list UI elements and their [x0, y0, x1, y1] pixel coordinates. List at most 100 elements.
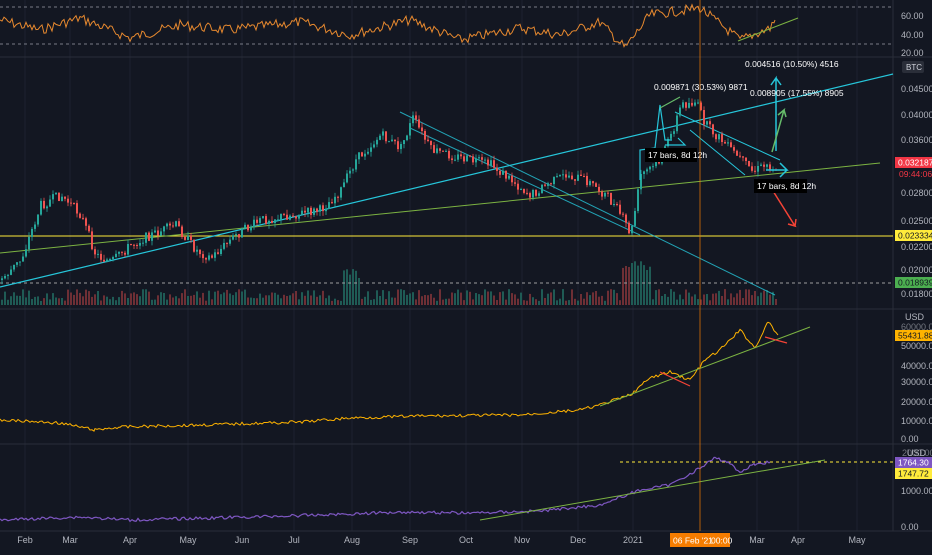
- volume-bar: [688, 292, 690, 305]
- candle-body: [580, 174, 582, 176]
- ethusd-line[interactable]: [0, 456, 771, 523]
- flag-trendline-top[interactable]: [674, 111, 781, 161]
- volume-bar: [700, 299, 702, 305]
- rsi-pane[interactable]: 60.00 40.00 20.00: [0, 3, 924, 58]
- volume-bar: [127, 298, 129, 305]
- candle-body: [52, 194, 54, 200]
- volume-bar: [463, 300, 465, 305]
- candle-body: [706, 121, 708, 125]
- descending-trendline-lower[interactable]: [409, 127, 641, 236]
- volume-bar: [460, 292, 462, 305]
- volume-bar: [391, 297, 393, 305]
- candle-body: [541, 184, 543, 194]
- volume-bar: [79, 292, 81, 305]
- ethusd-pane[interactable]: 2000.00 USD 1764.30 1747.72 1000.00 0.00: [0, 448, 932, 532]
- volume-bar: [247, 297, 249, 305]
- candle-body: [22, 256, 24, 262]
- volume-bar: [313, 290, 315, 305]
- last-price-tag-box: [895, 157, 932, 168]
- volume-bar: [16, 295, 18, 305]
- candle-body: [619, 204, 621, 214]
- candle-body: [598, 186, 600, 192]
- volume-bar: [637, 265, 639, 305]
- candle-body: [361, 152, 363, 157]
- time-axis[interactable]: Feb Mar Apr May Jun Jul Aug Sep Oct Nov Dec 2021 Mar…: [17, 535, 866, 545]
- low-tag: 0.018939: [898, 278, 932, 288]
- projection-arrows[interactable]: [639, 75, 797, 228]
- time-axis-label: Feb: [17, 535, 33, 545]
- volume-bar: [4, 291, 6, 305]
- ethusd-trendline[interactable]: [479, 459, 826, 521]
- volume-bar: [343, 270, 345, 305]
- volume-bar: [517, 298, 519, 305]
- candle-body: [484, 159, 486, 161]
- volume-bar: [583, 298, 585, 305]
- price-pane[interactable]: 0.009871 (30.53%) 9871 0.004516 (10.50%)…: [0, 59, 932, 306]
- btcusd-red-segment-2[interactable]: [764, 336, 788, 344]
- candle-body: [247, 224, 249, 231]
- candle-body: [544, 184, 546, 186]
- time-axis-label: May: [848, 535, 866, 545]
- volume-bar: [625, 266, 627, 305]
- candle-body: [691, 102, 693, 106]
- volume-bar: [280, 298, 282, 305]
- candle-body: [205, 258, 207, 260]
- volume-bar: [148, 291, 150, 305]
- bars-label-left-box: [645, 148, 697, 162]
- candle-body: [757, 166, 759, 172]
- candle-body: [694, 102, 696, 106]
- volume-bar: [670, 289, 672, 305]
- volume-bar: [742, 298, 744, 305]
- btcusd-line[interactable]: [0, 321, 779, 432]
- candle-body: [295, 216, 297, 219]
- volume-bar: [325, 298, 327, 305]
- volume-bar: [160, 292, 162, 305]
- volume-bar: [121, 290, 123, 305]
- rsi-line[interactable]: [0, 3, 776, 48]
- flag-trendline-bottom[interactable]: [689, 129, 746, 176]
- volume-bar: [289, 295, 291, 305]
- btcusd-tick-5: 10000.00: [901, 416, 932, 426]
- candle-body: [148, 232, 150, 241]
- candle-body: [388, 141, 390, 143]
- candle-body: [340, 187, 342, 198]
- candle-body: [253, 219, 255, 228]
- volume-bar: [619, 300, 621, 305]
- volume-bar: [493, 295, 495, 305]
- candle-body: [256, 219, 258, 223]
- volume-bar: [109, 299, 111, 305]
- descending-trendline-upper[interactable]: [399, 111, 776, 296]
- candle-body: [508, 175, 510, 179]
- volume-bar: [82, 296, 84, 305]
- candle-body: [553, 176, 555, 185]
- time-axis-label: Oct: [459, 535, 474, 545]
- candle-body: [652, 166, 654, 168]
- btcusd-red-segment-1[interactable]: [659, 371, 691, 387]
- candle-body: [445, 150, 447, 152]
- candle-body: [178, 221, 180, 227]
- volume-bar: [283, 294, 285, 305]
- candle-body: [673, 131, 675, 134]
- symbol-badge[interactable]: BTC: [906, 63, 922, 72]
- volume-bar: [661, 296, 663, 305]
- rsi-trend-line[interactable]: [737, 17, 799, 42]
- volume-bar: [115, 300, 117, 305]
- volume-bar: [430, 293, 432, 305]
- volume-bar: [622, 267, 624, 305]
- candle-body: [313, 208, 315, 215]
- volume-bar: [268, 295, 270, 305]
- volume-bar: [631, 263, 633, 305]
- symbol-badge-box[interactable]: [902, 61, 924, 73]
- candle-body: [376, 139, 378, 145]
- volume-bar: [43, 298, 45, 305]
- candle-body: [526, 192, 528, 194]
- volume-bar: [361, 298, 363, 305]
- candle-body: [730, 142, 732, 148]
- ascending-channel-line[interactable]: [0, 73, 894, 288]
- btcusd-pane[interactable]: USD 60000.00 55431.88 50000.00 40000.00 …: [0, 312, 932, 444]
- volume-bar: [394, 297, 396, 305]
